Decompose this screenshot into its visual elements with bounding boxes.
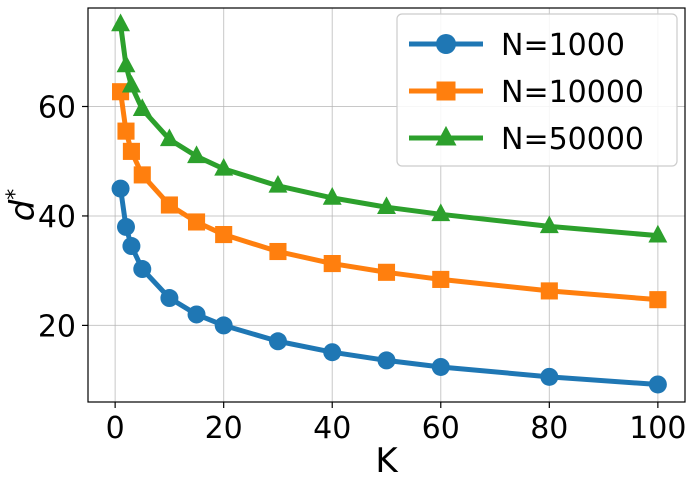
x-tick-label: 40 — [313, 411, 351, 446]
data-point-series-2 — [133, 166, 151, 184]
data-point-series-1 — [160, 289, 179, 308]
legend-marker — [435, 125, 457, 146]
data-point-series-3 — [159, 128, 179, 147]
x-tick-label: 20 — [205, 411, 243, 446]
data-point-series-2 — [187, 213, 206, 231]
data-point-series-3 — [132, 98, 152, 117]
axis-ticks: 0 20 40 60 80 100 20 40 60 — [38, 91, 687, 447]
data-point-series-1 — [268, 332, 287, 351]
data-point-series-3 — [539, 215, 559, 234]
legend-entry: N=10000 — [409, 75, 644, 110]
data-point-series-3 — [214, 158, 234, 176]
y-tick-label: 40 — [38, 200, 76, 235]
data-point-series-1 — [648, 375, 667, 394]
legend-items: N=1000 N=10000 N=50000 — [409, 28, 644, 157]
data-point-series-1 — [540, 367, 559, 386]
y-axis-label-base: d — [3, 199, 43, 221]
data-point-series-2 — [432, 270, 450, 288]
legend-entry: N=1000 — [409, 28, 625, 63]
data-point-series-2 — [649, 291, 667, 309]
data-point-series-3 — [322, 187, 342, 205]
legend-label: N=10000 — [501, 75, 644, 110]
data-point-series-3 — [648, 224, 668, 243]
data-point-series-2 — [540, 282, 558, 300]
legend-entry: N=50000 — [409, 122, 644, 157]
data-point-series-1 — [133, 260, 152, 279]
data-point-series-1 — [323, 343, 342, 362]
series-markers — [111, 13, 668, 394]
data-point-series-3 — [431, 203, 451, 222]
y-tick-label: 20 — [38, 309, 76, 344]
data-point-series-3 — [187, 145, 206, 164]
x-tick-label: 100 — [629, 411, 686, 446]
data-point-series-2 — [269, 242, 287, 261]
data-point-series-1 — [122, 237, 141, 256]
data-point-series-1 — [187, 305, 206, 324]
y-axis-label: d* — [3, 189, 44, 222]
data-point-series-1 — [431, 357, 450, 376]
y-tick-label: 60 — [38, 91, 76, 126]
x-axis-label: K — [375, 441, 399, 481]
x-tick-label: 0 — [106, 411, 125, 446]
data-point-series-2 — [215, 226, 233, 244]
legend-label: N=50000 — [501, 122, 644, 157]
data-point-series-2 — [117, 122, 135, 140]
plot-frame — [87, 7, 686, 403]
legend: N=1000 N=10000 N=50000 — [396, 13, 678, 167]
legend-label: N=1000 — [501, 28, 625, 63]
data-point-series-3 — [116, 54, 136, 73]
data-point-series-3 — [377, 196, 396, 214]
data-point-series-1 — [111, 179, 130, 198]
data-point-series-3 — [121, 74, 141, 93]
x-tick-label: 60 — [422, 411, 460, 446]
data-point-series-2 — [122, 142, 140, 160]
data-point-series-1 — [116, 217, 135, 236]
data-point-series-2 — [377, 263, 396, 281]
data-point-series-2 — [323, 255, 341, 273]
legend-box — [396, 13, 678, 167]
x-tick-label: 80 — [530, 411, 568, 446]
data-point-series-1 — [377, 351, 396, 370]
data-point-series-3 — [111, 13, 131, 32]
legend-marker — [436, 81, 456, 101]
data-point-series-1 — [214, 316, 233, 335]
legend-marker — [436, 34, 456, 54]
y-axis-label-superscript: * — [3, 189, 28, 200]
data-point-series-3 — [268, 174, 288, 193]
data-point-series-2 — [160, 196, 178, 214]
